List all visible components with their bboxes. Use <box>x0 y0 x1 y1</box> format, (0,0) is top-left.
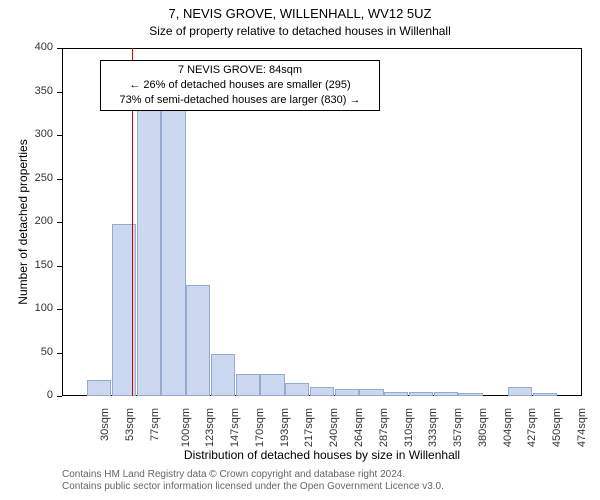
ytick-mark <box>57 222 62 223</box>
xtick-label: 30sqm <box>99 408 111 441</box>
ytick-mark <box>57 353 62 354</box>
histogram-bar <box>211 354 235 396</box>
xtick-label: 240sqm <box>328 408 340 447</box>
xtick-label: 287sqm <box>378 408 390 447</box>
attribution-line2: Contains public sector information licen… <box>62 480 444 493</box>
histogram-bar <box>310 387 334 396</box>
callout-line3: 73% of semi-detached houses are larger (… <box>107 93 373 108</box>
histogram-bar <box>458 393 482 396</box>
histogram-bar <box>434 392 458 396</box>
xtick-label: 147sqm <box>229 408 241 447</box>
ytick-mark <box>57 92 62 93</box>
xtick-label: 193sqm <box>279 408 291 447</box>
xtick-label: 450sqm <box>551 408 563 447</box>
ytick-mark <box>57 48 62 49</box>
xtick-label: 357sqm <box>452 408 464 447</box>
histogram-bar <box>359 389 383 396</box>
histogram-bar <box>508 387 532 396</box>
x-axis-label: Distribution of detached houses by size … <box>62 448 582 462</box>
xtick-label: 404sqm <box>502 408 514 447</box>
xtick-label: 474sqm <box>576 408 588 447</box>
callout-line1: 7 NEVIS GROVE: 84sqm <box>107 63 373 78</box>
histogram-bar <box>260 374 284 396</box>
xtick-label: 310sqm <box>403 408 415 447</box>
ytick-mark <box>57 309 62 310</box>
xtick-label: 264sqm <box>353 408 365 447</box>
callout-line2: ← 26% of detached houses are smaller (29… <box>107 78 373 93</box>
xtick-label: 380sqm <box>477 408 489 447</box>
ytick-mark <box>57 135 62 136</box>
histogram-bar <box>87 380 111 396</box>
histogram-bar <box>161 105 185 396</box>
histogram-bar <box>186 285 210 396</box>
xtick-label: 333sqm <box>427 408 439 447</box>
xtick-label: 100sqm <box>180 408 192 447</box>
histogram-bar <box>236 374 260 396</box>
page-title: 7, NEVIS GROVE, WILLENHALL, WV12 5UZ <box>0 6 600 21</box>
histogram-bar <box>409 392 433 396</box>
histogram-bar <box>533 393 557 396</box>
histogram-bar <box>335 389 359 396</box>
xtick-label: 217sqm <box>304 408 316 447</box>
histogram-bar <box>384 392 408 396</box>
y-axis-label: Number of detached properties <box>16 48 30 396</box>
ytick-mark <box>57 266 62 267</box>
histogram-bar <box>285 383 309 396</box>
xtick-label: 53sqm <box>124 408 136 441</box>
histogram-bar <box>137 105 161 396</box>
callout-box: 7 NEVIS GROVE: 84sqm← 26% of detached ho… <box>100 60 380 111</box>
xtick-label: 77sqm <box>149 408 161 441</box>
ytick-mark <box>57 396 62 397</box>
xtick-label: 427sqm <box>526 408 538 447</box>
xtick-label: 170sqm <box>254 408 266 447</box>
ytick-mark <box>57 179 62 180</box>
page-subtitle: Size of property relative to detached ho… <box>0 24 600 38</box>
xtick-label: 123sqm <box>205 408 217 447</box>
